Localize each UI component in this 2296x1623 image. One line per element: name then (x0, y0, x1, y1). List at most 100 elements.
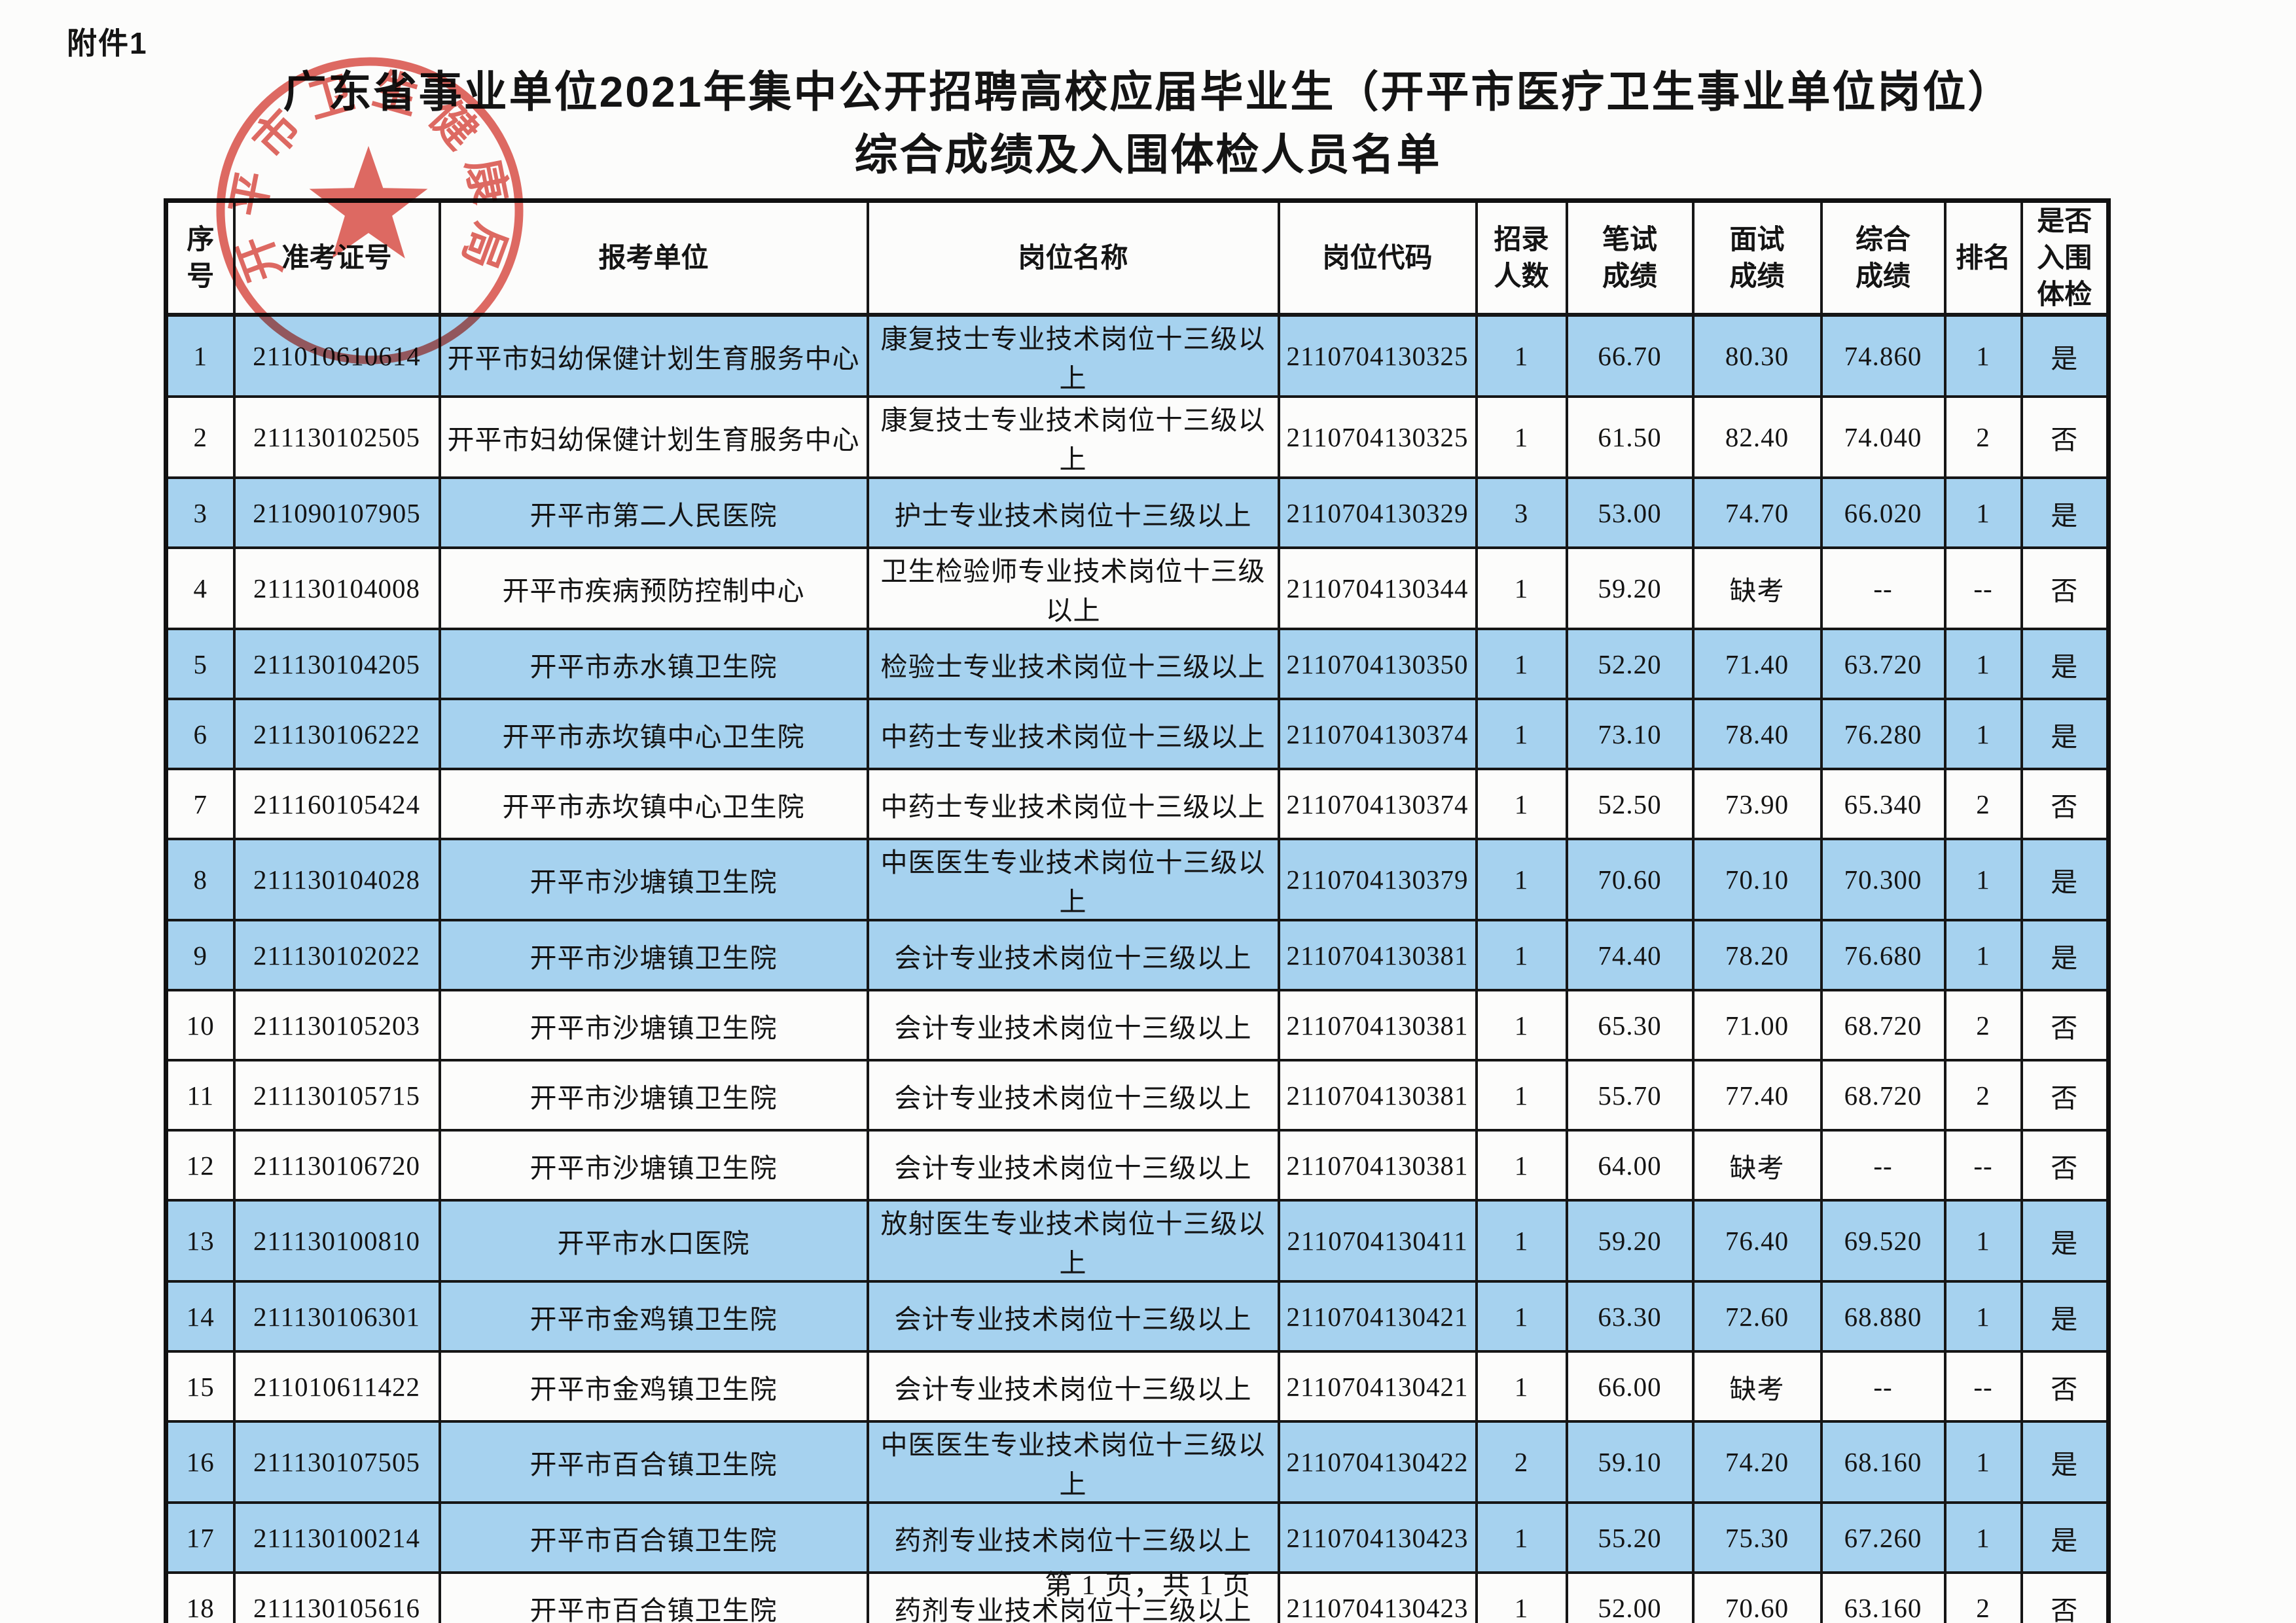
table-cell: 52.00 (1565, 1571, 1695, 1623)
table-cell: 1 (1943, 1199, 2023, 1283)
column-header-6: 笔试 成绩 (1565, 199, 1695, 317)
table-cell: 缺考 (1691, 1350, 1823, 1423)
table-cell: 会计专业技术岗位十三级以上 (866, 919, 1280, 991)
table-cell: 1 (1475, 1501, 1568, 1574)
table-cell: 1 (1943, 838, 2023, 921)
table-cell: 77.40 (1691, 1059, 1823, 1132)
table-cell: 2110704130329 (1277, 476, 1478, 549)
table-cell: 59.20 (1565, 546, 1695, 630)
table-cell: 75.30 (1691, 1501, 1823, 1574)
table-cell: 68.880 (1820, 1280, 1946, 1353)
table-row: 6 211130106222 开平市赤坎镇中心卫生院 中药士专业技术岗位十三级以上 21… (164, 698, 2110, 770)
table-cell: 211130107505 (232, 1420, 441, 1504)
table-row: 10 211130105203 开平市沙塘镇卫生院 会计专业技术岗位十三级以上 2110… (164, 989, 2110, 1061)
table-cell: 药剂专业技术岗位十三级以上 (866, 1571, 1280, 1623)
table-row: 18 211130105616 开平市百合镇卫生院 药剂专业技术岗位十三级以上 2110… (164, 1571, 2110, 1623)
table-cell: 65.30 (1565, 989, 1695, 1061)
table-cell: 2110704130374 (1277, 698, 1478, 770)
table-cell: 开平市沙塘镇卫生院 (438, 838, 869, 921)
table-cell: 开平市妇幼保健计划生育服务中心 (438, 313, 869, 398)
table-cell: 是 (2020, 1501, 2110, 1574)
table-cell: 1 (1475, 698, 1568, 770)
table-cell: 2 (1943, 1571, 2023, 1623)
table-cell: 会计专业技术岗位十三级以上 (866, 1350, 1280, 1423)
table-cell: 70.60 (1565, 838, 1695, 921)
table-cell: 开平市妇幼保健计划生育服务中心 (438, 395, 869, 479)
table-cell: 78.40 (1691, 698, 1823, 770)
table-cell: 1 (1943, 476, 2023, 549)
table-cell: 1 (1943, 1420, 2023, 1504)
table-cell: 211130105715 (232, 1059, 441, 1132)
column-header-7: 面试 成绩 (1691, 199, 1823, 317)
table-cell: 211130105616 (232, 1571, 441, 1623)
table-cell: 74.70 (1691, 476, 1823, 549)
table-row: 4 211130104008 开平市疾病预防控制中心 卫生检验师专业技术岗位十三级以上… (164, 546, 2110, 630)
table-cell: 69.520 (1820, 1199, 1946, 1283)
table-cell: 59.10 (1565, 1420, 1695, 1504)
table-cell: 2110704130423 (1277, 1501, 1478, 1574)
table-cell: 开平市沙塘镇卫生院 (438, 989, 869, 1061)
document-title: 广东省事业单位2021年集中公开招聘高校应届毕业生（开平市医疗卫生事业单位岗位）… (0, 60, 2296, 186)
table-cell: 71.00 (1691, 989, 1823, 1061)
table-cell: 开平市金鸡镇卫生院 (438, 1280, 869, 1353)
title-line-2: 综合成绩及入围体检人员名单 (854, 130, 1442, 179)
column-header-3: 岗位名称 (866, 199, 1280, 317)
table-cell: 否 (2020, 768, 2110, 840)
table-cell: 否 (2020, 395, 2110, 479)
table-cell: 否 (2020, 546, 2110, 630)
table-cell: 211130106301 (232, 1280, 441, 1353)
table-cell: 1 (164, 313, 236, 398)
column-header-5: 招录 人数 (1475, 199, 1568, 317)
table-cell: 会计专业技术岗位十三级以上 (866, 1129, 1280, 1202)
table-cell: 66.70 (1565, 313, 1695, 398)
table-cell: 211130102022 (232, 919, 441, 991)
table-cell: 1 (1943, 628, 2023, 700)
table-cell: 1 (1475, 1059, 1568, 1132)
table-cell: 7 (164, 768, 236, 840)
table-row: 15 211010611422 开平市金鸡镇卫生院 会计专业技术岗位十三级以上 2110… (164, 1350, 2110, 1423)
table-cell: 63.30 (1565, 1280, 1695, 1353)
table-cell: 15 (164, 1350, 236, 1423)
table-cell: 66.00 (1565, 1350, 1695, 1423)
table-cell: 67.260 (1820, 1501, 1946, 1574)
table-cell: 52.20 (1565, 628, 1695, 700)
table-cell: 68.720 (1820, 1059, 1946, 1132)
table-cell: 否 (2020, 1350, 2110, 1423)
table-cell: 是 (2020, 698, 2110, 770)
table-cell: 52.50 (1565, 768, 1695, 840)
table-cell: 1 (1475, 628, 1568, 700)
table-cell: 中医医生专业技术岗位十三级以上 (866, 1420, 1280, 1504)
table-cell: 开平市赤坎镇中心卫生院 (438, 698, 869, 770)
table-cell: 2 (1943, 395, 2023, 479)
table-cell: 76.280 (1820, 698, 1946, 770)
table-cell: 211130105203 (232, 989, 441, 1061)
table-row: 3 211090107905 开平市第二人民医院 护士专业技术岗位十三级以上 21107… (164, 476, 2110, 549)
table-cell: 2 (1943, 989, 2023, 1061)
table-cell: 2110704130379 (1277, 838, 1478, 921)
attachment-label: 附件1 (67, 26, 148, 60)
table-cell: 74.40 (1565, 919, 1695, 991)
table-cell: 55.70 (1565, 1059, 1695, 1132)
table-cell: 是 (2020, 919, 2110, 991)
table-header-row: 序 号准考证号 报考单位 岗位名称 岗位代码 招录 人数 笔试 成绩 面试 成绩 综合 成绩排… (164, 199, 2110, 317)
table-cell: 开平市沙塘镇卫生院 (438, 1129, 869, 1202)
table-cell: -- (1943, 546, 2023, 630)
table-cell: 1 (1943, 698, 2023, 770)
table-cell: 1 (1475, 1280, 1568, 1353)
table-cell: 14 (164, 1280, 236, 1353)
table-cell: 开平市沙塘镇卫生院 (438, 919, 869, 991)
table-row: 11 211130105715 开平市沙塘镇卫生院 会计专业技术岗位十三级以上 2110… (164, 1059, 2110, 1132)
table-cell: 卫生检验师专业技术岗位十三级以上 (866, 546, 1280, 630)
table-cell: -- (1820, 1350, 1946, 1423)
table-cell: 1 (1475, 989, 1568, 1061)
table-cell: 会计专业技术岗位十三级以上 (866, 1059, 1280, 1132)
table-cell: 18 (164, 1571, 236, 1623)
table-cell: 1 (1475, 395, 1568, 479)
table-cell: 1 (1475, 1571, 1568, 1623)
table-cell: 55.20 (1565, 1501, 1695, 1574)
table-cell: 76.680 (1820, 919, 1946, 991)
table-cell: 中药士专业技术岗位十三级以上 (866, 698, 1280, 770)
table-row: 12 211130106720 开平市沙塘镇卫生院 会计专业技术岗位十三级以上 2110… (164, 1129, 2110, 1202)
table-cell: 2110704130325 (1277, 395, 1478, 479)
